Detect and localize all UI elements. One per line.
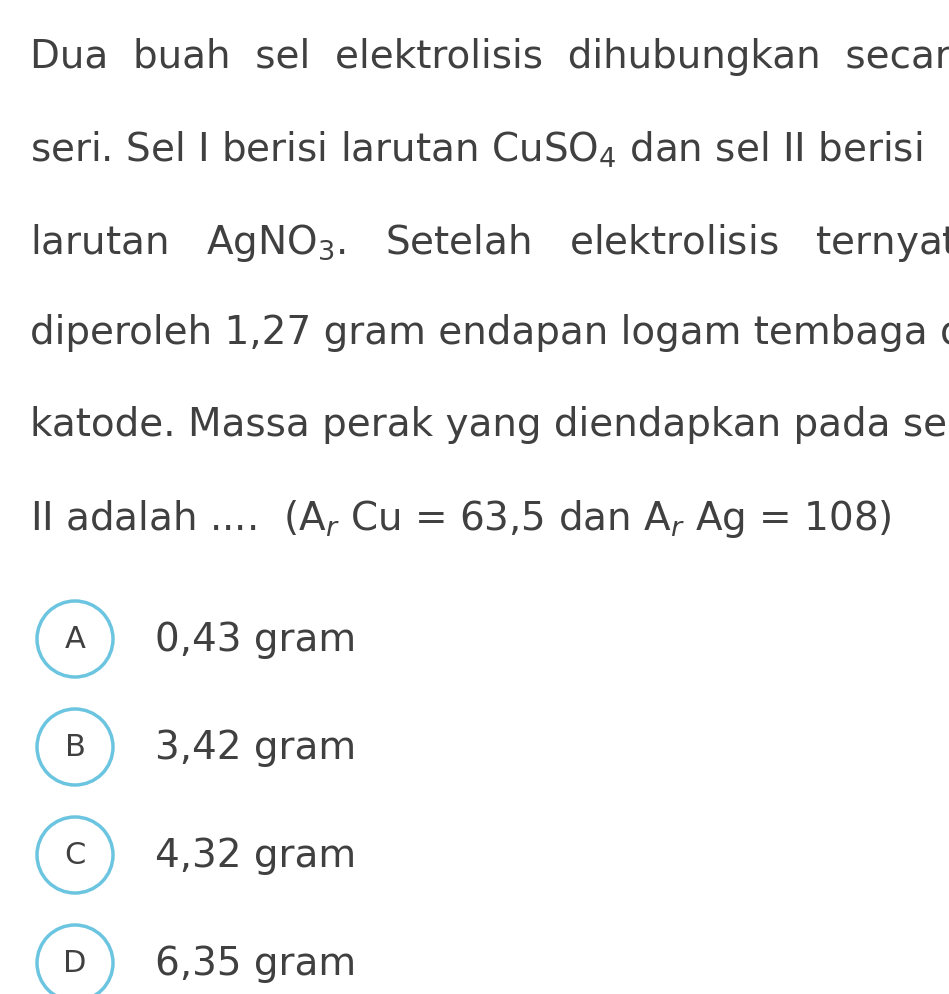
Text: Dua  buah  sel  elektrolisis  dihubungkan  secara: Dua buah sel elektrolisis dihubungkan se… (30, 38, 949, 76)
Text: D: D (64, 948, 86, 977)
Text: 3,42 gram: 3,42 gram (155, 729, 356, 766)
Text: A: A (65, 625, 85, 654)
Text: 6,35 gram: 6,35 gram (155, 944, 356, 982)
Text: B: B (65, 733, 85, 761)
Text: larutan   AgNO$_3$.   Setelah   elektrolisis   ternyata: larutan AgNO$_3$. Setelah elektrolisis t… (30, 222, 949, 263)
Text: C: C (65, 841, 85, 870)
Text: II adalah ....  (A$_r$ Cu = 63,5 dan A$_r$ Ag = 108): II adalah .... (A$_r$ Cu = 63,5 dan A$_r… (30, 498, 892, 540)
Text: katode. Massa perak yang diendapkan pada sel: katode. Massa perak yang diendapkan pada… (30, 406, 949, 443)
Text: diperoleh 1,27 gram endapan logam tembaga di: diperoleh 1,27 gram endapan logam tembag… (30, 314, 949, 352)
Text: 4,32 gram: 4,32 gram (155, 836, 356, 874)
Text: 0,43 gram: 0,43 gram (155, 620, 356, 658)
Text: seri. Sel I berisi larutan CuSO$_4$ dan sel II berisi: seri. Sel I berisi larutan CuSO$_4$ dan … (30, 130, 922, 170)
